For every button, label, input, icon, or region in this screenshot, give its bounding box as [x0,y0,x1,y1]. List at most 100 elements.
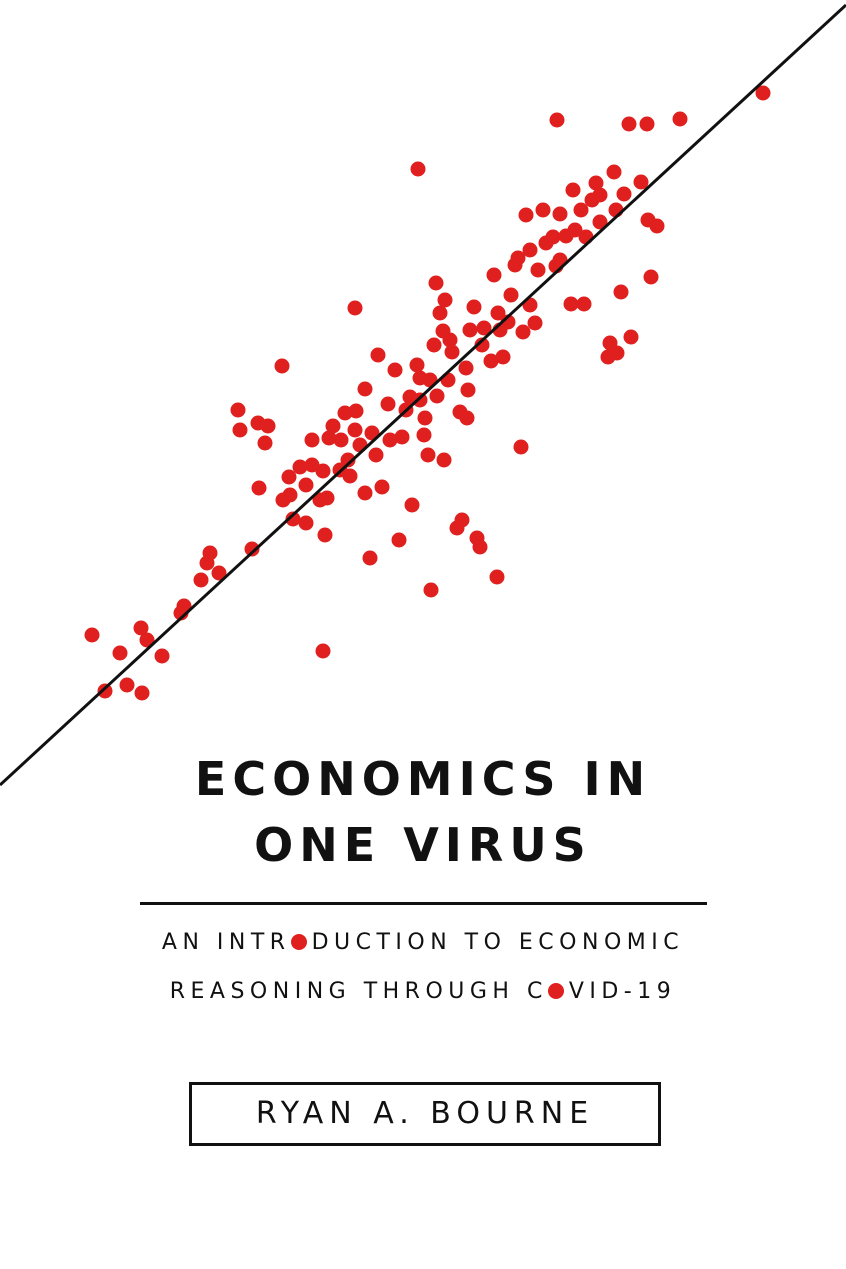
dot [298,515,314,531]
dot [549,112,565,128]
dot [84,627,100,643]
subtitle-part: DUCTION TO ECONOMIC [311,930,685,955]
dot [518,207,534,223]
dot [292,459,308,475]
dot [387,362,403,378]
divider [140,902,707,905]
dot [251,480,267,496]
dot [623,329,639,345]
dot [417,410,433,426]
dot [609,345,625,361]
dot [429,388,445,404]
dot [483,353,499,369]
dot [643,269,659,285]
dot [576,296,592,312]
dot [639,116,655,132]
dot [545,229,561,245]
dot [211,565,227,581]
subtitle-line: REASONING THROUGH COVID-19 [0,979,846,1004]
dot [503,287,519,303]
dot [362,550,378,566]
dot [436,452,452,468]
dot [260,418,276,434]
subtitle-dot: O [547,983,564,999]
dot [281,469,297,485]
dot [428,275,444,291]
dot [466,299,482,315]
dot [321,430,337,446]
author-box: RYAN A. BOURNE [189,1082,661,1146]
dot [606,164,622,180]
dot [176,598,192,614]
dot [565,182,581,198]
dot [535,202,551,218]
dot [315,643,331,659]
dot [592,214,608,230]
dot [649,218,665,234]
dot [404,497,420,513]
dot [530,262,546,278]
dot [527,315,543,331]
dot [522,242,538,258]
dot [139,632,155,648]
dot [340,452,356,468]
dot [444,344,460,360]
dot [513,439,529,455]
dot [304,457,320,473]
dot [613,284,629,300]
dot [567,222,583,238]
dot [476,320,492,336]
dot [315,463,331,479]
subtitle-part: AN INTR [161,930,291,955]
dot [489,569,505,585]
dot [325,418,341,434]
dot [440,372,456,388]
dot [672,111,688,127]
dot [409,357,425,373]
title-line: ONE VIRUS [254,818,592,872]
dot [633,174,649,190]
dot [442,332,458,348]
dot [391,532,407,548]
dot [410,161,426,177]
dot [154,648,170,664]
author: RYAN A. BOURNE [255,1096,595,1131]
dot [317,527,333,543]
subtitle-part: REASONING THROUGH C [169,979,548,1004]
dot [380,396,396,412]
dot [133,620,149,636]
dot [112,645,128,661]
dot [426,337,442,353]
dot [621,116,637,132]
dot [232,422,248,438]
dot [416,427,432,443]
dot [285,511,301,527]
dot [423,582,439,598]
dot [495,349,511,365]
dot [374,479,390,495]
dot [394,429,410,445]
dot [563,296,579,312]
dot [333,432,349,448]
dot [97,683,113,699]
dot [257,435,273,451]
trend-line [0,3,846,787]
dot [458,360,474,376]
dot [119,677,135,693]
dot [282,487,298,503]
dot [432,305,448,321]
dot [472,539,488,555]
dot [454,512,470,528]
dot [588,175,604,191]
dot [474,337,490,353]
dot [193,572,209,588]
dot [490,305,506,321]
dot [202,545,218,561]
dot [460,382,476,398]
subtitle-line: AN INTRODUCTION TO ECONOMIC [0,930,846,955]
dot [312,492,328,508]
dot [347,300,363,316]
dot [510,250,526,266]
